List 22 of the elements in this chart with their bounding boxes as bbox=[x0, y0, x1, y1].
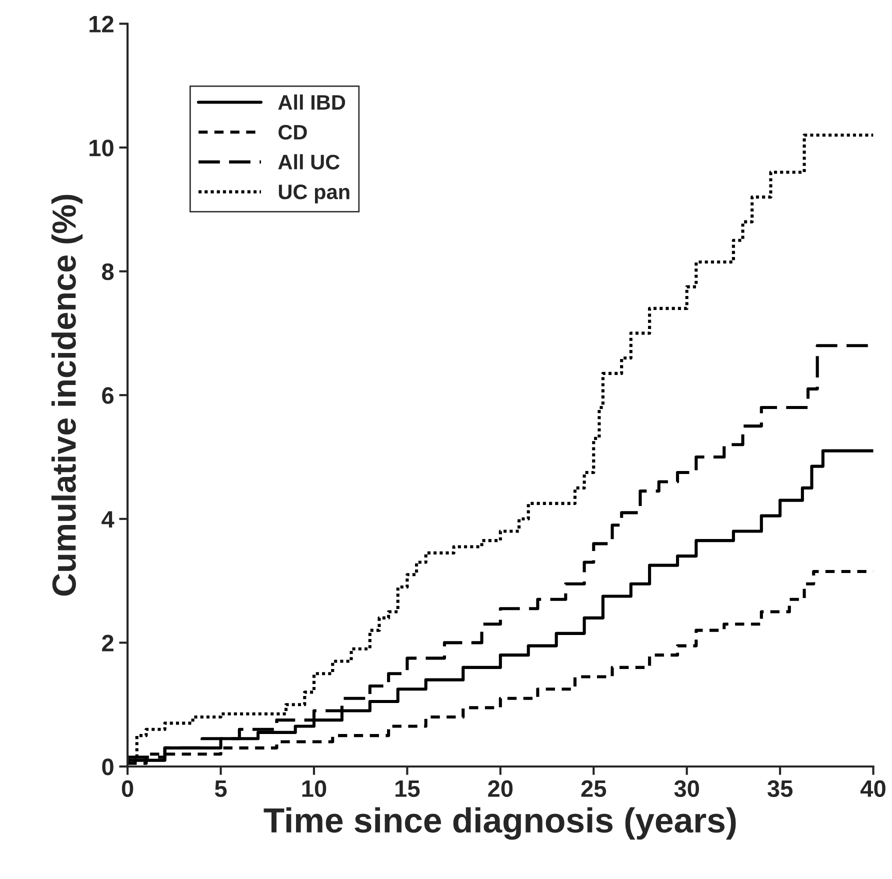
x-tick-label: 25 bbox=[581, 780, 606, 798]
x-tick-label: 15 bbox=[396, 780, 420, 798]
x-tick-label: 5 bbox=[214, 780, 227, 798]
x-tick-label: 20 bbox=[488, 780, 513, 798]
x-tick-label: 10 bbox=[302, 780, 326, 798]
y-tick-label: 12 bbox=[90, 16, 114, 32]
x-tick-label: 35 bbox=[767, 780, 793, 798]
legend-label: All UC bbox=[278, 154, 340, 170]
y-axis-title: Cumulative incidence (%) bbox=[51, 194, 83, 596]
x-axis-title: Time since diagnosis (years) bbox=[264, 807, 736, 840]
legend-label: CD bbox=[278, 124, 307, 140]
y-tick-label: 6 bbox=[102, 387, 114, 404]
legend-label: All IBD bbox=[278, 94, 346, 110]
x-tick-label: 0 bbox=[122, 780, 134, 798]
legend-label: UC pan bbox=[278, 184, 350, 204]
y-tick-label: 10 bbox=[90, 140, 114, 156]
y-tick-label: 0 bbox=[102, 758, 114, 776]
x-tick-label: 40 bbox=[860, 780, 886, 798]
y-tick-label: 2 bbox=[102, 634, 114, 652]
x-tick-label: 30 bbox=[674, 780, 700, 798]
y-tick-label: 4 bbox=[102, 511, 114, 528]
y-tick-label: 8 bbox=[102, 263, 114, 280]
